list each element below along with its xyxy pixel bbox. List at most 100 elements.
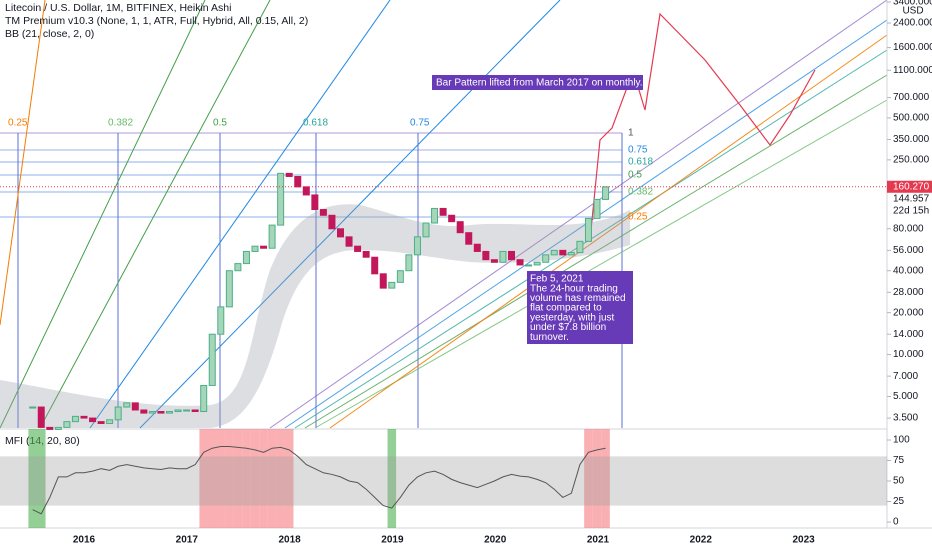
mfi-line [32,446,606,515]
candle [97,421,105,424]
candle [499,250,507,263]
indicator-label: TM Premium v10.3 (None, 1, 1, ATR, Full,… [5,15,308,27]
mfi-zone [259,429,268,528]
candle [114,406,122,421]
mfi-zone [242,429,251,528]
candle [217,306,225,335]
candle [602,186,610,200]
mfi-band [0,456,887,506]
candle [567,252,575,256]
y-tick-label: 2400.000 [893,18,932,29]
last-price-tag [887,180,932,193]
candle [328,214,336,230]
candle [533,261,541,266]
y-tick-label: 25 [893,496,905,507]
candle [183,409,191,412]
fib-label: 0.618 [628,157,653,168]
y-tick-label: 1600.000 [893,42,932,53]
fib-label: 0.75 [410,118,430,129]
x-tick-label: 2023 [792,535,815,546]
candle [319,209,327,216]
candle [29,406,37,409]
annotation-text: The 24-hour trading [530,283,618,294]
y-tick-label: 40.000 [893,265,924,276]
mfi-zone [387,429,397,528]
price-label: 22d 15h [893,205,929,216]
candle [593,198,601,219]
mfi-zone [584,429,593,528]
x-tick-label: 2020 [484,535,507,546]
candle [106,419,114,424]
candle [345,236,353,247]
mfi-zone [276,429,285,528]
candle [559,249,567,256]
candle [362,250,370,258]
candle [439,207,447,216]
candle [294,175,302,188]
candle [337,228,344,238]
candle [166,411,173,414]
candle [542,254,550,263]
y-tick-label: 28.000 [893,287,924,298]
fib-label: 0.5 [628,170,642,181]
candle [80,415,88,419]
y-tick-label: 3.500 [893,413,918,424]
y-tick-label: 3400.000 [893,0,932,8]
candle [225,270,233,308]
y-tick-label: 14.000 [893,329,924,340]
x-tick-label: 2017 [176,535,199,546]
candle [174,409,182,413]
indicator-label: BB (21, close, 2, 0) [5,28,94,40]
y-tick-label: 250.000 [893,155,930,166]
candle [200,384,208,413]
fib-label: 0.382 [108,118,133,129]
candle [260,245,268,249]
pattern-shape [0,204,630,428]
candle [405,254,413,272]
x-tick-label: 2016 [73,535,96,546]
candle [242,250,250,265]
fib-label: 0.25 [628,212,648,223]
mfi-zone [601,429,610,528]
candle [268,224,276,249]
annotation: Bar Pattern lifted from March 2017 on mo… [432,75,643,344]
fib-drawing [0,0,888,429]
mfi-zone [267,429,277,528]
candle [456,221,464,234]
candle [140,409,148,414]
candle [473,243,481,252]
y-tick-label: 20.000 [893,307,924,318]
candle [396,270,404,283]
last-price-label: 160.270 [893,181,930,192]
candle [388,281,396,289]
candle [379,273,387,289]
candle [584,217,592,242]
annotation-text: volume has remained [530,293,626,304]
annotation-text: yesterday, with just [530,312,615,323]
y-tick-label: 700.000 [893,92,930,103]
fib-label: 0.618 [303,118,328,129]
annotation-text: turnover. [530,332,569,343]
candle [448,214,456,223]
candle [422,222,430,238]
candle [285,172,293,177]
candle [490,259,498,263]
candle [54,426,62,430]
candle [311,194,319,211]
y-tick-label: 0 [893,517,899,528]
candle [465,232,473,245]
y-tick-label: 5.000 [893,391,918,402]
candle [371,256,379,275]
mfi-zone [36,429,46,528]
axis-unit: USD [902,6,923,17]
annotation-text: Feb 5, 2021 [530,274,584,285]
symbol-title: Litecoin / U.S. Dollar, 1M, BITFINEX, He… [5,2,231,14]
y-tick-label: 80.000 [893,223,924,234]
candle [148,411,156,414]
y-tick-label: 10.000 [893,349,924,360]
price-label: 144.957 [893,193,930,204]
mfi-zone [207,429,217,528]
candle [508,250,515,261]
x-tick-label: 2021 [587,535,610,546]
